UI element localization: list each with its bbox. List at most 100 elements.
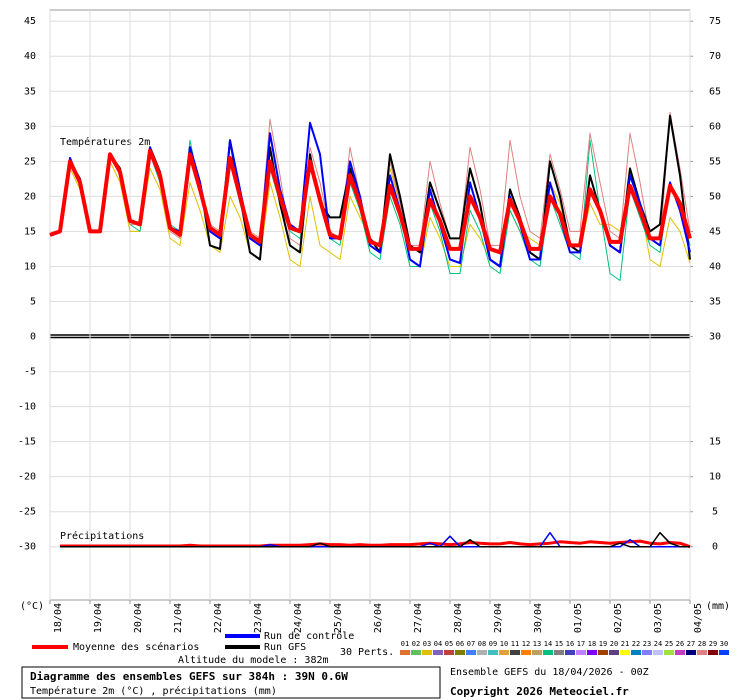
pert-swatch bbox=[598, 650, 608, 655]
x-tick-label: 22/04 bbox=[213, 603, 224, 633]
legend-control: Run de contrôle bbox=[264, 630, 354, 642]
x-tick-label: 26/04 bbox=[373, 603, 384, 633]
pert-swatch bbox=[576, 650, 586, 655]
y-tick-label: 20 bbox=[24, 191, 36, 202]
y-tick-label: 40 bbox=[24, 51, 36, 62]
x-tick-label: 19/04 bbox=[93, 603, 104, 633]
pert-number: 02 bbox=[412, 640, 420, 648]
pert-number: 24 bbox=[654, 640, 662, 648]
legend-gfs: Run GFS bbox=[264, 642, 306, 653]
pert-swatch bbox=[708, 650, 718, 655]
pert-swatch bbox=[422, 650, 432, 655]
pert-number: 25 bbox=[665, 640, 673, 648]
x-tick-label: 28/04 bbox=[453, 603, 464, 633]
x-tick-label: 24/04 bbox=[293, 603, 304, 633]
pert-swatch bbox=[620, 650, 630, 655]
y2-tick-label: 15 bbox=[709, 437, 721, 448]
title: Diagramme des ensembles GEFS sur 384h : … bbox=[30, 670, 348, 683]
perts-label: 30 Perts. bbox=[340, 647, 394, 658]
x-tick-label: 21/04 bbox=[173, 603, 184, 633]
pert-swatch bbox=[697, 650, 707, 655]
pert-swatch bbox=[719, 650, 729, 655]
pert-number: 17 bbox=[577, 640, 585, 648]
pert-swatch bbox=[411, 650, 421, 655]
temp-line bbox=[49, 148, 692, 255]
pert-number: 21 bbox=[621, 640, 629, 648]
y2-tick-label: 65 bbox=[709, 86, 721, 97]
pert-number: 14 bbox=[544, 640, 552, 648]
pert-swatch bbox=[499, 650, 509, 655]
pert-swatch bbox=[510, 650, 520, 655]
pert-number: 05 bbox=[445, 640, 453, 648]
y-tick-label: 5 bbox=[30, 296, 36, 307]
precip-line bbox=[60, 531, 690, 548]
pert-number: 15 bbox=[555, 640, 563, 648]
altitude: Altitude du modele : 382m bbox=[178, 655, 329, 666]
pert-number: 30 bbox=[720, 640, 728, 648]
x-tick-label: 02/05 bbox=[613, 603, 624, 633]
legend-mean: Moyenne des scénarios bbox=[73, 641, 199, 653]
pert-swatch bbox=[543, 650, 553, 655]
subtitle: Température 2m (°C) , précipitations (mm… bbox=[30, 685, 277, 697]
y-tick-label: -10 bbox=[18, 402, 36, 413]
pert-swatch bbox=[400, 650, 410, 655]
y2-tick-label: 50 bbox=[709, 191, 721, 202]
pert-number: 22 bbox=[632, 640, 640, 648]
temp-label: Températures 2m bbox=[60, 136, 150, 148]
y-tick-label: -5 bbox=[24, 367, 36, 378]
y-tick-label: 15 bbox=[24, 226, 36, 237]
pert-number: 28 bbox=[698, 640, 706, 648]
y2-axis-label: (mm) bbox=[706, 601, 730, 612]
x-tick-label: 01/05 bbox=[573, 603, 584, 633]
copyright: Copyright 2026 Meteociel.fr bbox=[450, 685, 629, 698]
y-tick-label: 0 bbox=[30, 332, 36, 343]
pert-number: 04 bbox=[434, 640, 442, 648]
y-tick-label: 30 bbox=[24, 121, 36, 132]
y-tick-label: 10 bbox=[24, 261, 36, 272]
pert-number: 12 bbox=[522, 640, 530, 648]
y2-tick-label: 35 bbox=[709, 296, 721, 307]
pert-number: 07 bbox=[467, 640, 475, 648]
y2-tick-label: 75 bbox=[709, 16, 721, 27]
x-tick-label: 23/04 bbox=[253, 603, 264, 633]
pert-number: 10 bbox=[500, 640, 508, 648]
pert-number: 29 bbox=[709, 640, 717, 648]
pert-number: 13 bbox=[533, 640, 541, 648]
pert-number: 16 bbox=[566, 640, 574, 648]
pert-swatch bbox=[565, 650, 575, 655]
pert-swatch bbox=[587, 650, 597, 655]
pert-number: 27 bbox=[687, 640, 695, 648]
pert-number: 09 bbox=[489, 640, 497, 648]
pert-swatch bbox=[521, 650, 531, 655]
pert-swatch bbox=[455, 650, 465, 655]
pert-number: 08 bbox=[478, 640, 486, 648]
y-tick-label: 35 bbox=[24, 86, 36, 97]
pert-number: 03 bbox=[423, 640, 431, 648]
pert-swatch bbox=[653, 650, 663, 655]
x-tick-label: 04/05 bbox=[693, 603, 704, 633]
pert-swatch bbox=[466, 650, 476, 655]
x-tick-label: 27/04 bbox=[413, 603, 424, 633]
pert-number: 06 bbox=[456, 640, 464, 648]
pert-swatch bbox=[477, 650, 487, 655]
pert-swatch bbox=[642, 650, 652, 655]
run-label: Ensemble GEFS du 18/04/2026 - 00Z bbox=[450, 667, 649, 678]
pert-number: 20 bbox=[610, 640, 618, 648]
pert-swatch bbox=[532, 650, 542, 655]
pert-number: 26 bbox=[676, 640, 684, 648]
pert-swatch bbox=[488, 650, 498, 655]
pert-swatch bbox=[675, 650, 685, 655]
y-tick-label: -25 bbox=[18, 507, 36, 518]
y2-tick-label: 30 bbox=[709, 332, 721, 343]
x-tick-label: 29/04 bbox=[493, 603, 504, 633]
y2-tick-label: 40 bbox=[709, 261, 721, 272]
title-box bbox=[21, 666, 441, 699]
x-tick-label: 20/04 bbox=[133, 603, 144, 633]
y-tick-label: -15 bbox=[18, 437, 36, 448]
y-axis-label: (°C) bbox=[20, 601, 44, 612]
y-tick-label: 25 bbox=[24, 156, 36, 167]
pert-number: 18 bbox=[588, 640, 596, 648]
pert-swatch bbox=[631, 650, 641, 655]
y2-tick-label: 55 bbox=[709, 156, 721, 167]
